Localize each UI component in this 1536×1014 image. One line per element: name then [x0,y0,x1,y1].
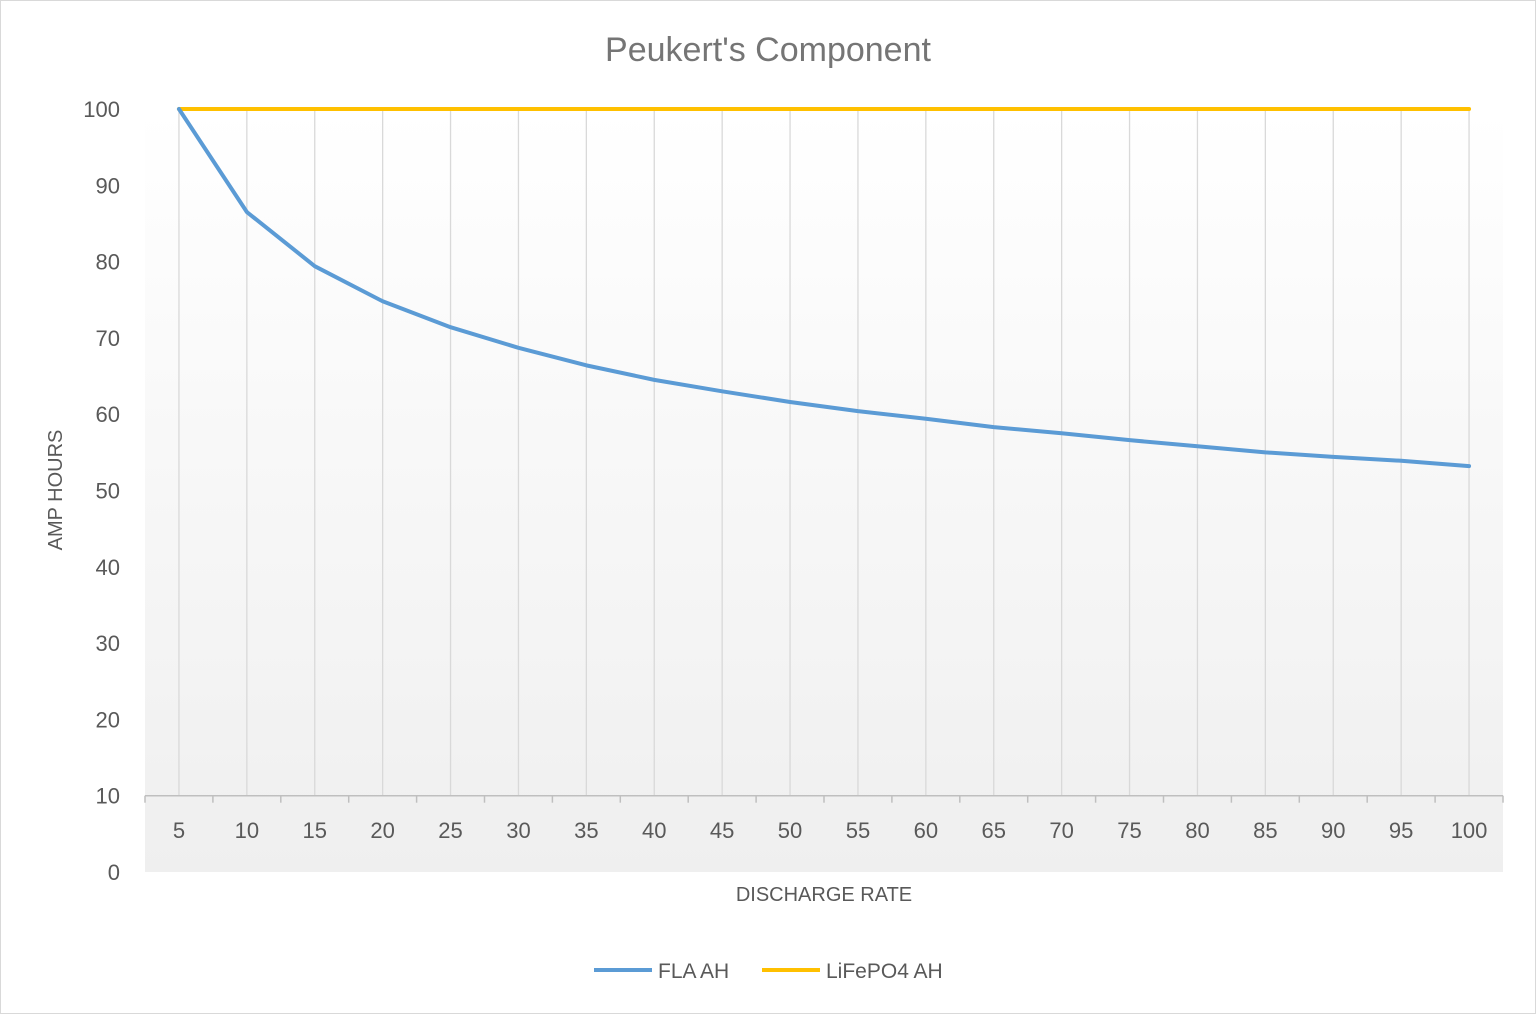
x-tick-label: 20 [370,818,394,843]
y-tick-label: 30 [96,631,120,656]
x-tick-label: 10 [235,818,259,843]
legend: FLA AH LiFePO4 AH [594,960,943,983]
x-tick-label: 75 [1117,818,1141,843]
plot-area [145,109,1503,872]
x-tick-label: 100 [1451,818,1488,843]
x-tick-label: 80 [1185,818,1209,843]
x-tick-label: 95 [1389,818,1413,843]
legend-label-fla: FLA AH [658,960,729,983]
y-axis-title: AMP HOURS [45,430,67,551]
x-tick-label: 70 [1049,818,1073,843]
y-tick-label: 80 [96,250,120,275]
legend-label-lifepo4: LiFePO4 AH [826,960,943,983]
x-axis-title: DISCHARGE RATE [736,884,912,906]
y-tick-label: 0 [108,860,120,885]
series-line [176,107,1472,469]
y-tick-label: 10 [96,784,120,809]
y-tick-label: 20 [96,707,120,732]
y-tick-label: 70 [96,326,120,351]
y-tick-label: 40 [96,555,120,580]
x-tick-label: 25 [438,818,462,843]
y-tick-label: 100 [83,97,120,122]
x-tick-label: 45 [710,818,734,843]
x-tick-label: 40 [642,818,666,843]
x-tick-label: 50 [778,818,802,843]
y-tick-label: 50 [96,479,120,504]
x-tick-label: 15 [303,818,327,843]
x-tick-label: 65 [982,818,1006,843]
x-tick-label: 90 [1321,818,1345,843]
x-tick-label: 60 [914,818,938,843]
y-tick-label: 60 [96,402,120,427]
x-tick-label: 85 [1253,818,1277,843]
x-tick-label: 5 [173,818,185,843]
chart-title: Peukert's Component [605,31,931,69]
x-tick-label: 55 [846,818,870,843]
y-tick-label: 90 [96,173,120,198]
x-tick-label: 30 [506,818,530,843]
x-tick-label: 35 [574,818,598,843]
